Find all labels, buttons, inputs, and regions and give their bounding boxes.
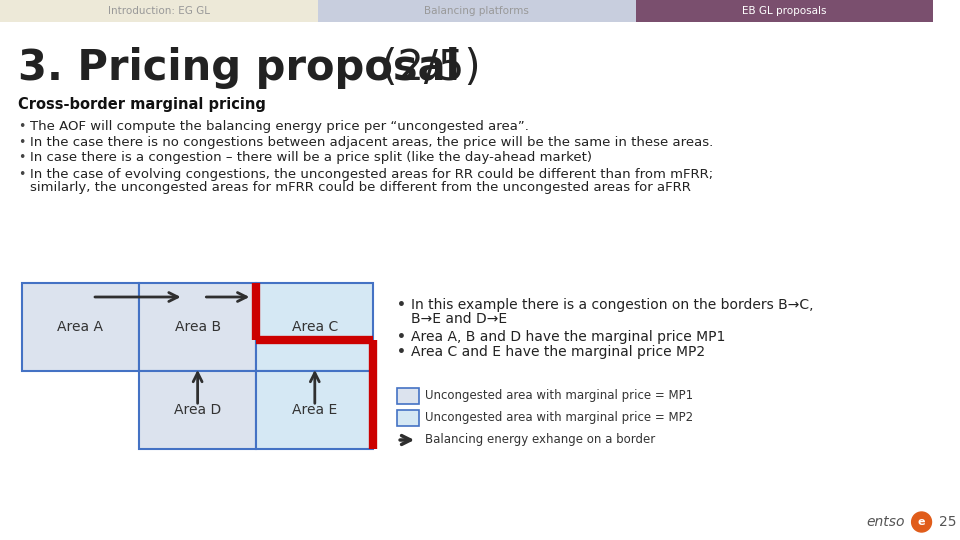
Text: Cross-border marginal pricing: Cross-border marginal pricing — [18, 97, 266, 111]
Text: The AOF will compute the balancing energy price per “uncongested area”.: The AOF will compute the balancing energ… — [30, 120, 529, 133]
Bar — [139, 283, 256, 371]
Text: Area A, B and D have the marginal price MP1: Area A, B and D have the marginal price … — [411, 330, 726, 344]
Text: Uncongested area with marginal price = MP2: Uncongested area with marginal price = M… — [425, 411, 693, 424]
Text: •: • — [397, 345, 406, 359]
Text: e: e — [918, 517, 925, 527]
Text: similarly, the uncongested areas for mFRR could be different from the uncongeste: similarly, the uncongested areas for mFR… — [30, 181, 690, 194]
Text: In the case there is no congestions between adjacent areas, the price will be th: In the case there is no congestions betw… — [30, 136, 713, 149]
Text: Area A: Area A — [58, 320, 104, 334]
Bar — [256, 283, 373, 371]
Text: Area D: Area D — [174, 403, 221, 417]
Text: Area C: Area C — [292, 320, 338, 334]
Circle shape — [912, 512, 931, 532]
Text: EB GL proposals: EB GL proposals — [742, 6, 827, 16]
Text: B→E and D→E: B→E and D→E — [411, 312, 507, 326]
Text: •: • — [18, 136, 25, 149]
Text: Balancing platforms: Balancing platforms — [424, 6, 529, 16]
Bar — [256, 371, 373, 449]
Bar — [0, 0, 318, 22]
Text: Area C and E have the marginal price MP2: Area C and E have the marginal price MP2 — [411, 345, 706, 359]
Text: •: • — [397, 330, 406, 344]
Text: Introduction: EG GL: Introduction: EG GL — [108, 6, 210, 16]
Text: In the case of evolving congestions, the uncongested areas for RR could be diffe: In the case of evolving congestions, the… — [30, 168, 713, 181]
Text: (2/5): (2/5) — [369, 47, 481, 89]
Bar — [139, 371, 256, 449]
Bar — [397, 410, 420, 426]
Text: Area B: Area B — [175, 320, 221, 334]
Bar — [397, 388, 420, 404]
Text: Area E: Area E — [292, 403, 337, 417]
Text: In this example there is a congestion on the borders B→C,: In this example there is a congestion on… — [411, 298, 814, 312]
Text: •: • — [18, 151, 25, 164]
Bar — [22, 283, 139, 371]
Bar — [318, 0, 636, 22]
Bar — [636, 0, 933, 22]
Text: •: • — [18, 120, 25, 133]
Text: 3. Pricing proposal: 3. Pricing proposal — [18, 47, 460, 89]
Text: 25: 25 — [940, 515, 957, 529]
Text: Balancing energy exhange on a border: Balancing energy exhange on a border — [425, 434, 656, 447]
Text: Uncongested area with marginal price = MP1: Uncongested area with marginal price = M… — [425, 389, 693, 402]
Text: entso: entso — [866, 515, 904, 529]
Text: •: • — [397, 298, 406, 312]
Text: •: • — [18, 168, 25, 181]
Text: In case there is a congestion – there will be a price split (like the day-ahead : In case there is a congestion – there wi… — [30, 151, 591, 164]
